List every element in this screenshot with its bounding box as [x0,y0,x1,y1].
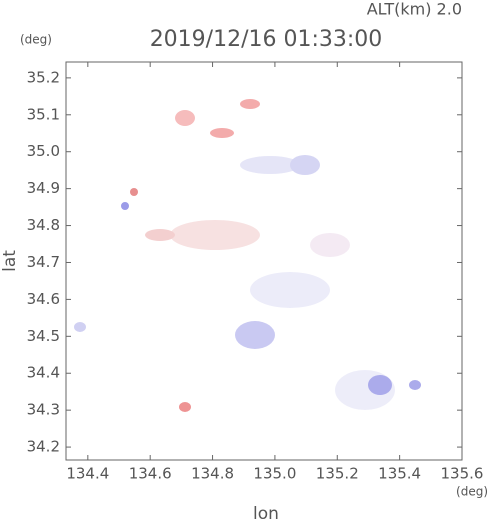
y-tick-label: 34.6 [27,290,60,308]
chart-title: 2019/12/16 01:33:00 [150,27,383,52]
plot-frame [65,61,463,461]
y-tick-label: 35.0 [27,142,60,160]
y-tick-label: 34.3 [27,401,60,419]
altitude-label: ALT(km) 2.0 [367,0,462,19]
y-tick-label: 34.9 [27,179,60,197]
x-tick-label: 134.6 [129,465,172,483]
y-axis-label: lat [0,250,20,272]
y-tick-label: 34.8 [27,216,60,234]
x-tick-label: 135.6 [441,465,484,483]
y-unit: (deg) [20,33,52,47]
x-unit: (deg) [456,485,488,499]
y-tick-label: 35.1 [27,105,60,123]
y-tick-label: 34.5 [27,327,60,345]
echo-field [74,99,421,412]
y-tick-label: 35.2 [27,68,60,86]
y-tick-label: 34.2 [27,438,60,456]
x-tick-label: 134.4 [66,465,109,483]
x-tick-label: 135.4 [378,465,421,483]
x-tick-label: 135.0 [253,465,296,483]
y-tick-label: 34.7 [27,253,60,271]
x-tick-label: 134.8 [191,465,234,483]
y-tick-label: 34.4 [27,364,60,382]
x-tick-label: 135.2 [316,465,359,483]
x-axis-label: lon [253,504,279,521]
